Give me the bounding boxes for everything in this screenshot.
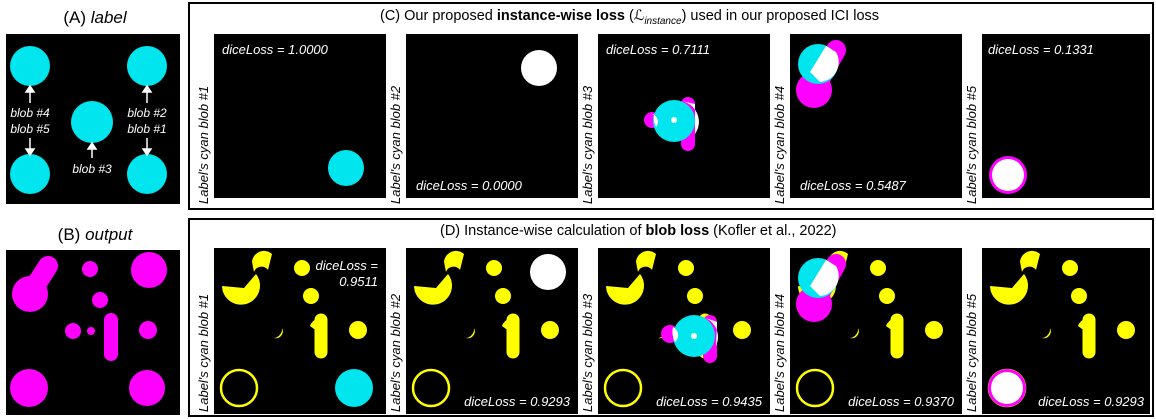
c-tile-4: diceLoss = 0.5487 — [790, 34, 962, 198]
c-tile-4-label: Label's cyan blob #4 — [772, 85, 787, 204]
d-tile-2: diceLoss = 0.9293 — [406, 248, 578, 414]
c-tile-5-dice: diceLoss = 0.1331 — [988, 42, 1094, 57]
d-tile-1-dice-line2: 0.9511 — [339, 274, 378, 289]
c-tile-1-label: Label's cyan blob #1 — [196, 85, 211, 204]
d-tile-5: diceLoss = 0.9293 — [982, 248, 1150, 414]
d-tile-2-dice: diceLoss = 0.9293 — [464, 394, 570, 409]
c-tile-2: diceLoss = 0.0000 — [406, 34, 578, 198]
d-tile-1-label: Label's cyan blob #1 — [196, 293, 211, 412]
d-tile-1-dice-line1: diceLoss = — [315, 258, 378, 273]
d-tile-3: diceLoss = 0.9435 — [598, 248, 770, 414]
d-tile-5-label: Label's cyan blob #5 — [964, 293, 979, 412]
blob-label-2: blob #2 — [127, 106, 167, 120]
c-tile-2-label: Label's cyan blob #2 — [388, 85, 403, 204]
panel-c-frame — [188, 2, 1154, 210]
c-tile-1-dice: diceLoss = 1.0000 — [222, 42, 328, 57]
d-tile-3-label: Label's cyan blob #3 — [580, 293, 595, 412]
d-tile-4: diceLoss = 0.9370 — [790, 248, 962, 414]
c-tile-3-dice: diceLoss = 0.7111 — [606, 42, 710, 57]
c-tile-1: diceLoss = 1.0000 — [214, 34, 386, 198]
panel-d-frame — [188, 218, 1154, 417]
label-blob-5 — [10, 154, 50, 194]
c-tile-4-dice: diceLoss = 0.5487 — [800, 178, 906, 193]
blob-label-3: blob #3 — [72, 162, 112, 176]
d-tile-1: diceLoss = 0.9511 — [214, 248, 386, 414]
panel-d-title: (D) Instance-wise calculation of blob lo… — [440, 223, 837, 239]
label-blob-2 — [127, 46, 167, 86]
d-tile-4-label: Label's cyan blob #4 — [772, 293, 787, 412]
panel-b-output-image — [6, 250, 180, 415]
panel-a-title: (A) label — [63, 8, 127, 27]
c-tile-5: diceLoss = 0.1331 — [982, 34, 1150, 198]
d-tile-5-dice: diceLoss = 0.9293 — [1038, 394, 1144, 409]
blob-label-4: blob #4 — [10, 106, 50, 120]
blob-label-1: blob #1 — [127, 122, 167, 136]
d-tile-2-label: Label's cyan blob #2 — [388, 293, 403, 412]
label-blob-4 — [10, 46, 50, 86]
panel-b-title: (B) output — [57, 225, 133, 244]
d-tile-3-dice: diceLoss = 0.9435 — [656, 394, 762, 409]
c-tile-3-label: Label's cyan blob #3 — [580, 85, 595, 204]
c-tile-5-label: Label's cyan blob #5 — [964, 85, 979, 204]
c-tile-3: diceLoss = 0.7111 — [598, 34, 770, 198]
d-tile-4-dice: diceLoss = 0.9370 — [848, 394, 954, 409]
blob-label-5: blob #5 — [10, 122, 50, 136]
label-blob-1 — [127, 154, 167, 194]
panel-a-label-image: blob #4 blob #5 blob #2 blob #1 blob #3 — [6, 34, 180, 204]
label-blob-3 — [71, 101, 113, 143]
c-tile-2-dice: diceLoss = 0.0000 — [416, 178, 522, 193]
panel-c-title: (C) Our proposed instance-wise loss (ℒin… — [380, 8, 880, 27]
